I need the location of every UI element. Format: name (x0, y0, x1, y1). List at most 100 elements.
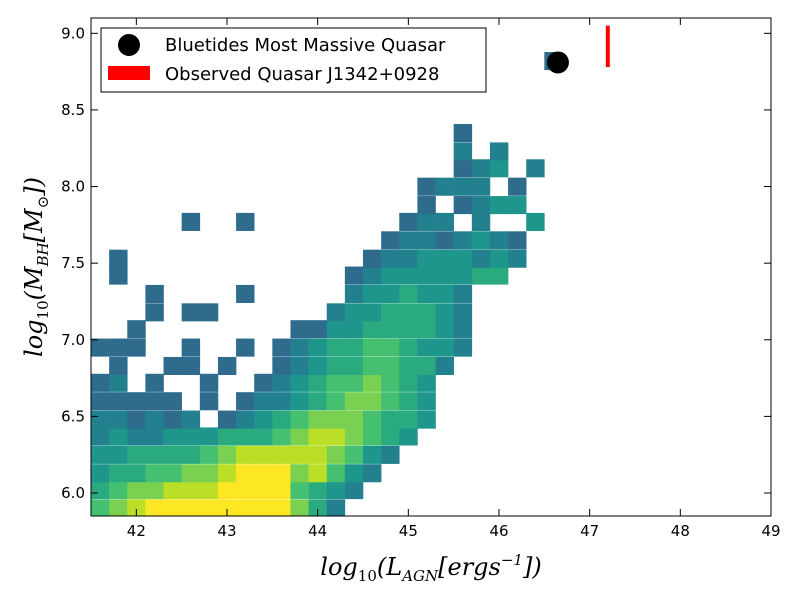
heatmap-bin (453, 196, 473, 215)
heatmap-bin (363, 338, 382, 357)
heatmap-bin (272, 356, 291, 376)
heatmap-bin (489, 231, 509, 250)
heatmap-bin (181, 338, 201, 357)
heatmap-bin (91, 373, 110, 392)
heatmap-bin (508, 249, 527, 268)
heatmap-bin (381, 392, 400, 411)
y-tick-label: 8.5 (61, 101, 85, 119)
heatmap-bin (435, 303, 454, 322)
heatmap-bin (363, 249, 382, 268)
heatmap-bin (217, 464, 237, 483)
heatmap-bin (109, 249, 128, 268)
heatmap-bin (290, 464, 309, 483)
heatmap-bin (435, 356, 454, 376)
heatmap-bin (363, 445, 382, 464)
heatmap-bin (145, 464, 164, 483)
heatmap-bin (508, 231, 527, 250)
heatmap-bin (163, 427, 182, 446)
heatmap-bin (381, 266, 400, 285)
heatmap-bin (290, 427, 309, 446)
heatmap-bin (399, 284, 418, 303)
heatmap-bin (435, 320, 454, 339)
heatmap-bin (91, 338, 110, 357)
heatmap-bin (199, 464, 219, 483)
heatmap-bin (145, 303, 164, 322)
heatmap-bin (145, 284, 164, 303)
heatmap-bin (145, 445, 164, 464)
heatmap-bin (417, 373, 436, 392)
heatmap-bin (326, 427, 346, 446)
heatmap-bin (435, 177, 454, 196)
heatmap-bin (254, 481, 273, 500)
heatmap-bin (344, 481, 364, 500)
heatmap-bin (435, 249, 454, 268)
heatmap-bin (471, 231, 491, 250)
heatmap-bin (254, 392, 273, 411)
heatmap-bin (363, 373, 382, 392)
heatmap-bin (199, 427, 219, 446)
heatmap-bin (163, 481, 182, 500)
heatmap-bin (381, 445, 400, 464)
heatmap-bin (471, 266, 491, 285)
heatmap-bin (453, 320, 473, 339)
heatmap-bin (326, 320, 346, 339)
heatmap-bin (399, 212, 418, 231)
heatmap-bin (308, 464, 328, 483)
heatmap-bin (471, 196, 491, 215)
heatmap-bin (308, 427, 328, 446)
heatmap-bin (417, 231, 436, 250)
heatmap-bin (308, 338, 328, 357)
heatmap-bin (326, 373, 346, 392)
heatmap-bin (344, 373, 364, 392)
heatmap-bin (326, 464, 346, 483)
heatmap-bin (181, 303, 201, 322)
heatmap-bin (236, 284, 255, 303)
heatmap-bin (145, 410, 164, 429)
heatmap-bin (290, 499, 309, 517)
heatmap-bin (453, 338, 473, 357)
heatmap-bin (381, 410, 400, 429)
heatmap-bin (181, 499, 201, 517)
heatmap-bin (109, 392, 128, 411)
heatmap-bin (91, 481, 110, 500)
heatmap-bin (199, 499, 219, 517)
heatmap-bin (471, 249, 491, 268)
heatmap-bin (290, 320, 309, 339)
heatmap-bin (254, 410, 273, 429)
x-tick-label: 49 (761, 522, 780, 540)
heatmap-bin (363, 356, 382, 376)
heatmap-bin (109, 427, 128, 446)
heatmap-bin (290, 373, 309, 392)
heatmap-bin (272, 481, 291, 500)
heatmap-bin (109, 356, 128, 376)
y-tick-label: 7.5 (61, 254, 85, 272)
heatmap-bin (363, 464, 382, 483)
heatmap-bin (109, 266, 128, 285)
heatmap-bin (381, 338, 400, 357)
heatmap-bin (417, 196, 436, 215)
heatmap-bin (526, 159, 545, 178)
heatmap-bin (363, 303, 382, 322)
heatmap-bin (163, 392, 182, 411)
heatmap-bin (344, 266, 364, 285)
heatmap-bin (381, 356, 400, 376)
legend-marker-observed (108, 66, 150, 80)
heatmap-bin (489, 266, 509, 285)
plot-frame (90, 17, 772, 517)
heatmap-bin (326, 499, 346, 517)
heatmap-bin (199, 392, 219, 411)
heatmap-bin (326, 392, 346, 411)
heatmap-bin (344, 464, 364, 483)
heatmap-bin (254, 445, 273, 464)
heatmap-bin (381, 373, 400, 392)
x-tick-label: 45 (399, 522, 418, 540)
heatmap-bin (453, 231, 473, 250)
legend-marker-bluetides (118, 34, 140, 56)
heatmap-bin (163, 410, 182, 429)
heatmap-bin (217, 356, 237, 376)
heatmap-bin (181, 356, 201, 376)
heatmap-bin (290, 338, 309, 357)
heatmap-bin (344, 427, 364, 446)
heatmap-bin (217, 427, 237, 446)
heatmap-bin (344, 356, 364, 376)
